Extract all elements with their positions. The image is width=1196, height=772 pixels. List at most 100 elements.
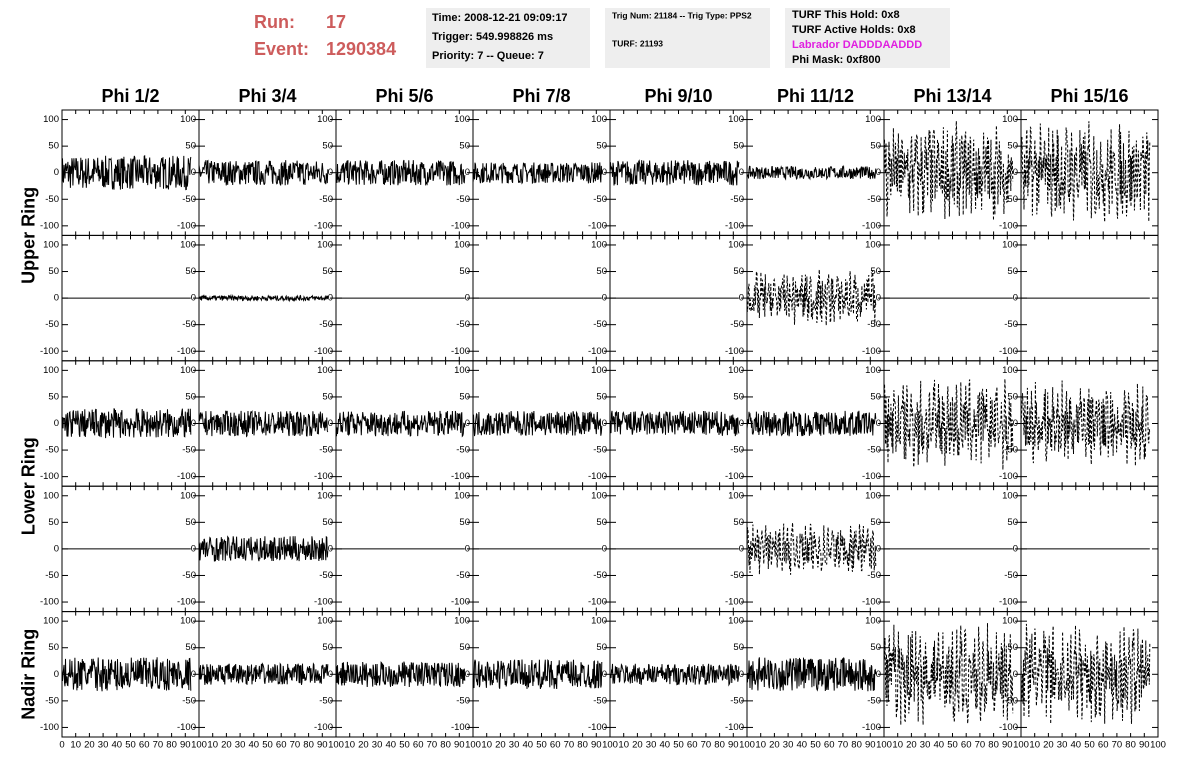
x-tick-label: 40 bbox=[1071, 740, 1082, 751]
y-tick-label: 50 bbox=[48, 141, 59, 152]
y-tick-label: 50 bbox=[733, 391, 744, 402]
waveform bbox=[198, 293, 329, 303]
y-tick-label: 0 bbox=[191, 167, 196, 178]
y-tick-label: 100 bbox=[317, 490, 333, 501]
column-title: Phi 7/8 bbox=[512, 86, 570, 106]
y-tick-label: 50 bbox=[1007, 391, 1018, 402]
y-tick-label: -50 bbox=[1004, 319, 1018, 330]
y-tick-label: 0 bbox=[1013, 167, 1018, 178]
x-tick-label: 40 bbox=[523, 740, 534, 751]
y-tick-label: 0 bbox=[739, 418, 744, 429]
y-tick-label: -100 bbox=[725, 722, 744, 733]
y-tick-label: 100 bbox=[317, 616, 333, 627]
y-tick-label: 50 bbox=[870, 141, 881, 152]
x-tick-label: 100 bbox=[876, 740, 892, 751]
y-tick-label: 0 bbox=[739, 669, 744, 680]
y-tick-label: 0 bbox=[191, 669, 196, 680]
info-box bbox=[605, 8, 770, 68]
phi-mask: Phi Mask: 0xf800 bbox=[792, 54, 881, 66]
waveform bbox=[609, 159, 740, 186]
x-tick-label: 70 bbox=[838, 740, 849, 751]
y-tick-label: 50 bbox=[322, 266, 333, 277]
y-tick-label: 50 bbox=[870, 266, 881, 277]
x-tick-label: 30 bbox=[646, 740, 657, 751]
y-tick-label: 100 bbox=[317, 239, 333, 250]
x-tick-label: 0 bbox=[59, 740, 64, 751]
column-title: Phi 9/10 bbox=[644, 86, 712, 106]
y-tick-label: -50 bbox=[319, 695, 333, 706]
y-tick-label: 50 bbox=[322, 517, 333, 528]
y-tick-label: -50 bbox=[593, 445, 607, 456]
y-tick-label: 50 bbox=[185, 642, 196, 653]
y-tick-label: 100 bbox=[865, 114, 881, 125]
y-tick-label: -50 bbox=[319, 319, 333, 330]
y-tick-label: -100 bbox=[40, 597, 59, 608]
x-tick-label: 30 bbox=[920, 740, 931, 751]
y-tick-label: -50 bbox=[182, 194, 196, 205]
x-tick-label: 100 bbox=[191, 740, 207, 751]
y-tick-label: -100 bbox=[314, 346, 333, 357]
x-tick-label: 10 bbox=[618, 740, 629, 751]
y-tick-label: -100 bbox=[177, 220, 196, 231]
x-tick-label: 50 bbox=[673, 740, 684, 751]
y-tick-label: -100 bbox=[588, 346, 607, 357]
y-tick-label: 100 bbox=[180, 490, 196, 501]
y-tick-label: 50 bbox=[733, 141, 744, 152]
y-tick-label: 50 bbox=[596, 642, 607, 653]
y-tick-label: -100 bbox=[999, 597, 1018, 608]
x-tick-label: 40 bbox=[249, 740, 260, 751]
x-tick-label: 60 bbox=[139, 740, 150, 751]
y-tick-label: 0 bbox=[191, 293, 196, 304]
waveform bbox=[746, 269, 877, 327]
y-tick-label: 100 bbox=[728, 114, 744, 125]
y-tick-label: 0 bbox=[1013, 293, 1018, 304]
y-tick-label: 0 bbox=[465, 293, 470, 304]
y-tick-label: 100 bbox=[317, 365, 333, 376]
waveform bbox=[1020, 623, 1151, 724]
x-tick-label: 90 bbox=[180, 740, 191, 751]
x-tick-label: 80 bbox=[303, 740, 314, 751]
y-tick-label: -50 bbox=[45, 570, 59, 581]
y-tick-label: 100 bbox=[43, 114, 59, 125]
y-tick-label: -50 bbox=[1004, 445, 1018, 456]
x-tick-label: 50 bbox=[947, 740, 958, 751]
y-tick-label: -100 bbox=[177, 597, 196, 608]
y-tick-label: -50 bbox=[182, 319, 196, 330]
y-tick-label: 50 bbox=[185, 141, 196, 152]
x-tick-label: 20 bbox=[221, 740, 232, 751]
y-tick-label: 0 bbox=[876, 669, 881, 680]
x-tick-label: 100 bbox=[739, 740, 755, 751]
y-tick-label: -50 bbox=[593, 319, 607, 330]
y-tick-label: -50 bbox=[456, 319, 470, 330]
x-tick-label: 70 bbox=[153, 740, 164, 751]
x-tick-label: 70 bbox=[1112, 740, 1123, 751]
y-tick-label: 0 bbox=[602, 167, 607, 178]
x-tick-label: 10 bbox=[892, 740, 903, 751]
y-tick-label: 50 bbox=[48, 517, 59, 528]
y-tick-label: 0 bbox=[876, 293, 881, 304]
y-tick-label: 100 bbox=[43, 365, 59, 376]
priority: Priority: 7 -- Queue: 7 bbox=[432, 50, 544, 62]
y-tick-label: 100 bbox=[728, 616, 744, 627]
y-tick-label: 0 bbox=[876, 543, 881, 554]
y-tick-label: -50 bbox=[45, 695, 59, 706]
y-tick-label: 50 bbox=[459, 642, 470, 653]
y-tick-label: -50 bbox=[319, 194, 333, 205]
y-tick-label: 100 bbox=[591, 490, 607, 501]
turf-active: TURF Active Holds: 0x8 bbox=[792, 24, 916, 36]
y-tick-label: 0 bbox=[465, 543, 470, 554]
x-tick-label: 50 bbox=[1084, 740, 1095, 751]
y-tick-label: -50 bbox=[456, 695, 470, 706]
y-tick-label: -100 bbox=[314, 471, 333, 482]
y-tick-label: 100 bbox=[728, 490, 744, 501]
y-tick-label: 100 bbox=[1002, 616, 1018, 627]
x-tick-label: 100 bbox=[1013, 740, 1029, 751]
x-tick-label: 10 bbox=[207, 740, 218, 751]
y-tick-label: 0 bbox=[465, 167, 470, 178]
y-tick-label: 0 bbox=[876, 167, 881, 178]
y-tick-label: 100 bbox=[1002, 490, 1018, 501]
info-box bbox=[785, 8, 950, 68]
y-tick-label: 100 bbox=[454, 490, 470, 501]
x-tick-label: 40 bbox=[797, 740, 808, 751]
